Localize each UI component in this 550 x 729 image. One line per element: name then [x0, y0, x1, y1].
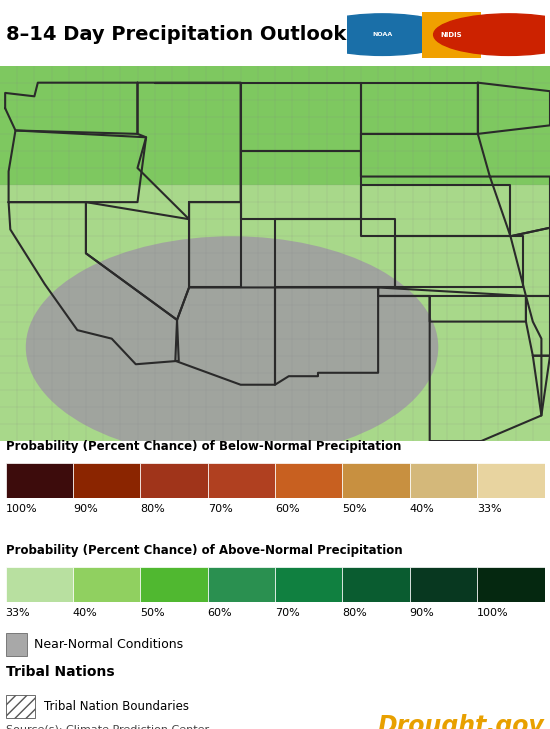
- Polygon shape: [0, 66, 550, 185]
- Bar: [342, 463, 410, 498]
- Text: 90%: 90%: [73, 504, 98, 514]
- Bar: [6, 633, 27, 655]
- Bar: [73, 463, 140, 498]
- Text: 33%: 33%: [477, 504, 502, 514]
- Bar: [477, 567, 544, 602]
- Circle shape: [307, 14, 458, 55]
- Bar: [477, 463, 544, 498]
- Text: NOAA: NOAA: [372, 32, 392, 37]
- Circle shape: [433, 14, 550, 55]
- Text: Near-Normal Conditions: Near-Normal Conditions: [34, 638, 183, 650]
- Bar: [6, 463, 73, 498]
- Text: 80%: 80%: [140, 504, 165, 514]
- Text: 33%: 33%: [6, 608, 30, 618]
- Text: 40%: 40%: [410, 504, 434, 514]
- Ellipse shape: [26, 236, 438, 458]
- Text: 60%: 60%: [208, 608, 232, 618]
- Text: Source(s): Climate Prediction Center: Source(s): Climate Prediction Center: [6, 725, 208, 729]
- Text: Probability (Percent Chance) of Below-Normal Precipitation: Probability (Percent Chance) of Below-No…: [6, 440, 401, 453]
- Text: NIDIS: NIDIS: [441, 31, 462, 38]
- Bar: [410, 567, 477, 602]
- Text: Drought.gov: Drought.gov: [378, 714, 544, 729]
- Text: 70%: 70%: [275, 608, 300, 618]
- Text: 90%: 90%: [410, 608, 434, 618]
- Text: Tribal Nations: Tribal Nations: [6, 665, 114, 679]
- Text: Probability (Percent Chance) of Above-Normal Precipitation: Probability (Percent Chance) of Above-No…: [6, 544, 402, 557]
- Text: 60%: 60%: [275, 504, 300, 514]
- Text: Tribal Nation Boundaries: Tribal Nation Boundaries: [45, 700, 189, 712]
- Text: 40%: 40%: [73, 608, 98, 618]
- Text: 50%: 50%: [140, 608, 165, 618]
- Text: 100%: 100%: [6, 504, 37, 514]
- Bar: [342, 567, 410, 602]
- Text: 70%: 70%: [208, 504, 232, 514]
- Text: 50%: 50%: [342, 504, 367, 514]
- Bar: [140, 463, 208, 498]
- Bar: [422, 12, 481, 58]
- Bar: [6, 695, 35, 717]
- Bar: [208, 567, 275, 602]
- Bar: [275, 567, 342, 602]
- Bar: [208, 463, 275, 498]
- Bar: [140, 567, 208, 602]
- Text: 8–14 Day Precipitation Outlook: 8–14 Day Precipitation Outlook: [6, 25, 346, 44]
- Bar: [73, 567, 140, 602]
- Bar: [410, 463, 477, 498]
- Text: 80%: 80%: [342, 608, 367, 618]
- Bar: [6, 567, 73, 602]
- Text: 100%: 100%: [477, 608, 509, 618]
- Bar: [275, 463, 342, 498]
- Polygon shape: [0, 66, 550, 441]
- Polygon shape: [0, 185, 550, 287]
